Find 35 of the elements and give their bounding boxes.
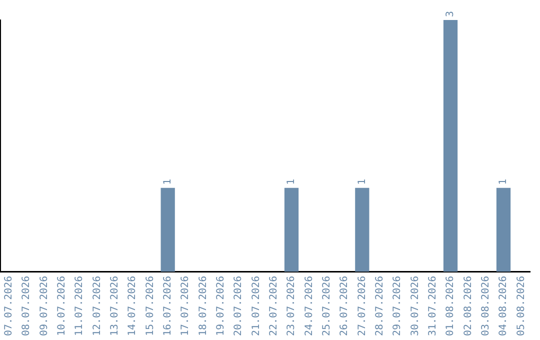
x-tick-label: 22.07.2026 [268, 276, 280, 336]
x-tick-label: 04.08.2026 [498, 276, 510, 336]
x-tick-label: 27.07.2026 [356, 276, 368, 336]
x-tick-label: 17.07.2026 [180, 276, 192, 336]
x-tick-label: 16.07.2026 [162, 276, 174, 336]
x-tick-label: 25.07.2026 [321, 276, 332, 336]
x-tick-label: 23.07.2026 [286, 276, 298, 336]
x-tick-label: 13.07.2026 [109, 276, 120, 336]
x-tick-label: 07.07.2026 [3, 276, 14, 336]
x-tick-label: 24.07.2026 [304, 276, 315, 336]
x-tick-label: 15.07.2026 [144, 276, 156, 336]
data-label: 1 [498, 178, 510, 185]
x-tick-label: 10.07.2026 [56, 276, 68, 336]
x-tick-label: 31.07.2026 [427, 276, 438, 336]
x-tick-label: 21.07.2026 [250, 276, 262, 336]
x-tick-label: 12.07.2026 [92, 276, 103, 336]
x-tick-label: 11.07.2026 [74, 276, 86, 336]
data-label: 1 [356, 178, 368, 185]
x-tick-label: 26.07.2026 [339, 276, 350, 336]
x-tick-label: 09.07.2026 [38, 276, 50, 336]
x-tick-label: 01.08.2026 [445, 276, 456, 336]
x-tick-label: 03.08.2026 [480, 276, 492, 336]
x-tick-label: 28.07.2026 [374, 276, 386, 336]
x-tick-label: 05.08.2026 [516, 276, 527, 336]
x-tick-label: 20.07.2026 [233, 276, 244, 336]
data-label: 3 [445, 10, 456, 17]
x-tick-label: 18.07.2026 [198, 276, 209, 336]
x-tick-label: 29.07.2026 [392, 276, 404, 336]
x-tick-label: 19.07.2026 [215, 276, 226, 336]
x-tick-label: 08.07.2026 [21, 276, 32, 336]
x-tick-label: 30.07.2026 [410, 276, 421, 336]
x-tick-label: 02.08.2026 [462, 276, 474, 336]
data-label: 1 [162, 178, 174, 185]
data-label: 1 [286, 178, 298, 185]
x-tick-label: 14.07.2026 [127, 276, 138, 336]
